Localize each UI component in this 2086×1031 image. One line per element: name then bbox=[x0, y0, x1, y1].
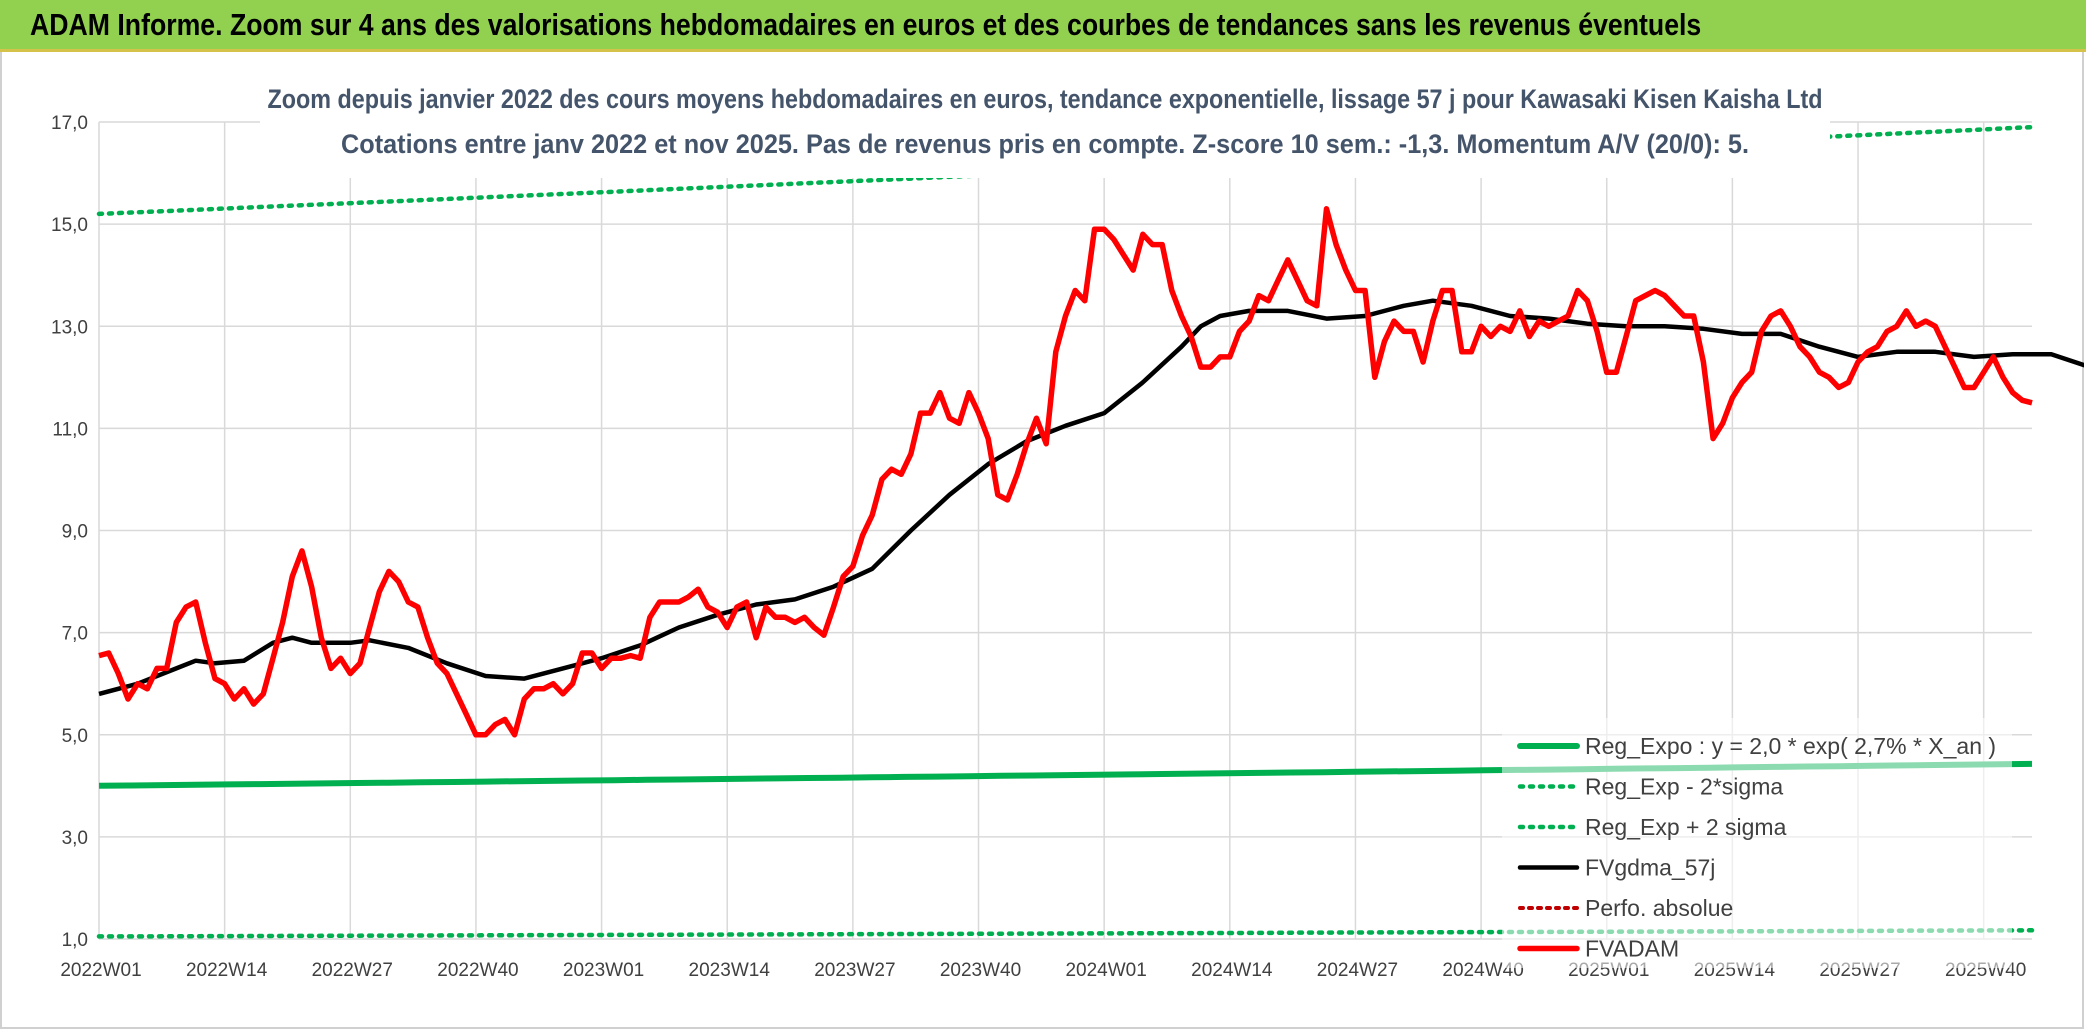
y-tick-label: 11,0 bbox=[52, 419, 88, 440]
legend-label: Perfo. absolue bbox=[1585, 895, 1733, 921]
x-tick-label: 2022W01 bbox=[60, 960, 141, 981]
fvadam-line bbox=[98, 206, 2033, 738]
legend-label: Reg_Exp - 2*sigma bbox=[1585, 774, 1783, 800]
legend-background bbox=[1502, 718, 2012, 968]
x-tick-label: 2023W27 bbox=[814, 960, 895, 981]
x-tick-label: 2023W14 bbox=[689, 960, 771, 981]
y-tick-label: 3,0 bbox=[62, 828, 88, 849]
y-tick-label: 1,0 bbox=[62, 930, 88, 951]
x-tick-label: 2023W01 bbox=[563, 960, 644, 981]
y-tick-label: 7,0 bbox=[62, 624, 88, 645]
line-chart: 1,0 3,0 5,0 7,0 9,0 11,0 13,0 15,0 17,0 2022W01 2… bbox=[51, 78, 2084, 981]
report-title: ADAM Informe. Zoom sur 4 ans des valoris… bbox=[30, 7, 1702, 42]
y-tick-label: 17,0 bbox=[51, 113, 88, 134]
chart-title-line-2: Cotations entre janv 2022 et nov 2025. P… bbox=[341, 129, 1749, 159]
x-tick-label: 2022W40 bbox=[437, 960, 518, 981]
x-tick-label: 2024W27 bbox=[1317, 960, 1398, 981]
title-background bbox=[260, 78, 1830, 178]
legend: Reg_Expo : y = 2,0 * exp( 2,7% * X_an ) R… bbox=[1502, 718, 2012, 968]
y-tick-label: 13,0 bbox=[51, 317, 88, 338]
legend-label: FVADAM bbox=[1585, 936, 1679, 962]
legend-label: Reg_Expo : y = 2,0 * exp( 2,7% * X_an ) bbox=[1585, 733, 1996, 759]
x-tick-label: 2024W14 bbox=[1191, 960, 1273, 981]
legend-label: FVgdma_57j bbox=[1585, 855, 1715, 881]
x-tick-label: 2023W40 bbox=[940, 960, 1021, 981]
legend-label: Reg_Exp + 2 sigma bbox=[1585, 814, 1787, 840]
chart-frame: 1,0 3,0 5,0 7,0 9,0 11,0 13,0 15,0 17,0 2022W01 2… bbox=[0, 52, 2084, 1029]
report-banner: ADAM Informe. Zoom sur 4 ans des valoris… bbox=[0, 0, 2086, 52]
x-tick-label: 2024W01 bbox=[1065, 960, 1146, 981]
fvgdma-line bbox=[98, 298, 2084, 697]
y-tick-label: 9,0 bbox=[62, 522, 88, 543]
chart-title-line-1: Zoom depuis janvier 2022 des cours moyen… bbox=[268, 84, 1823, 114]
y-tick-label: 15,0 bbox=[51, 215, 88, 236]
y-tick-label: 5,0 bbox=[62, 726, 88, 747]
x-tick-label: 2022W27 bbox=[312, 960, 393, 981]
x-tick-label: 2022W14 bbox=[186, 960, 268, 981]
y-axis: 1,0 3,0 5,0 7,0 9,0 11,0 13,0 15,0 17,0 bbox=[51, 113, 88, 951]
